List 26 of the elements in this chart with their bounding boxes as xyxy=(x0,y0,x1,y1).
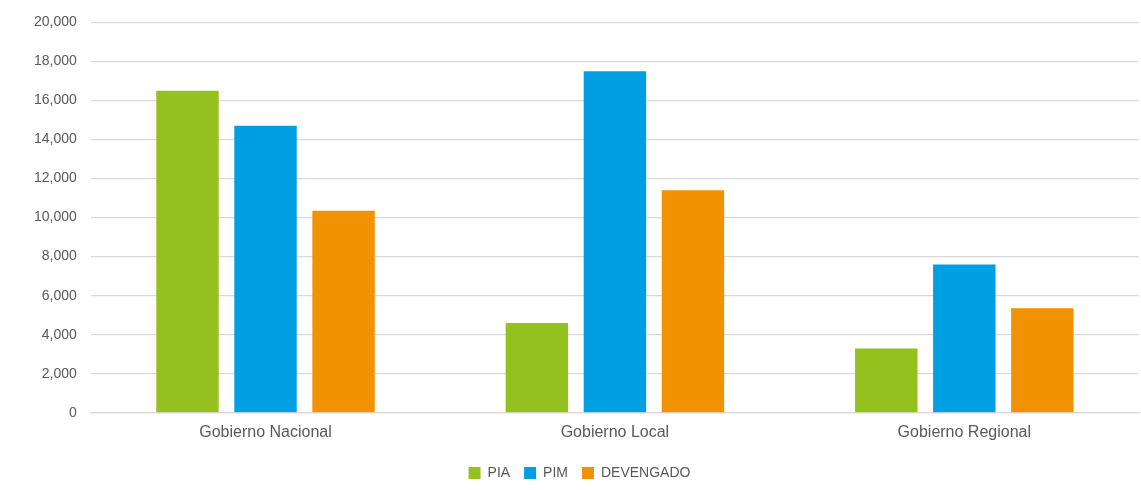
bar xyxy=(855,348,918,413)
bar xyxy=(234,125,297,413)
legend-label: DEVENGADO xyxy=(601,463,691,480)
y-tick-label: 2,000 xyxy=(41,364,78,381)
legend-label: PIM xyxy=(543,463,568,480)
bar xyxy=(933,264,996,413)
y-tick-label: 10,000 xyxy=(33,208,78,225)
y-tick-label: 0 xyxy=(69,403,78,420)
y-tick-label: 4,000 xyxy=(41,325,78,342)
x-tick-label: Gobierno Local xyxy=(560,422,670,440)
y-tick-label: 12,000 xyxy=(33,169,78,186)
bar xyxy=(312,210,375,413)
y-tick-label: 16,000 xyxy=(33,91,78,108)
bar xyxy=(583,71,647,413)
y-tick-label: 6,000 xyxy=(41,286,78,303)
bar xyxy=(661,190,725,413)
y-tick-label: 8,000 xyxy=(41,247,78,264)
x-tick-label: Gobierno Regional xyxy=(897,422,1032,440)
bar xyxy=(505,323,569,413)
y-tick-label: 20,000 xyxy=(33,13,78,30)
y-tick-label: 18,000 xyxy=(33,52,78,69)
bar xyxy=(156,90,219,413)
bar xyxy=(1011,308,1074,413)
legend-label: PIA xyxy=(487,463,511,480)
y-tick-label: 14,000 xyxy=(33,130,78,147)
x-tick-label: Gobierno Nacional xyxy=(199,422,332,440)
